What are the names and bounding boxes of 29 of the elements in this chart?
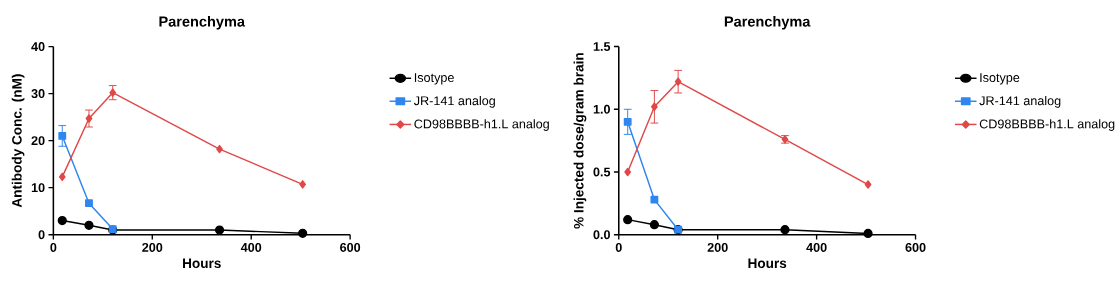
legend-label: JR-141 analog (413, 96, 495, 108)
y-axis-title: % Injected dose/gram brain (573, 53, 587, 229)
y-tick-label: 1.0 (593, 104, 610, 114)
x-tick-label: 200 (142, 243, 163, 252)
legend-label: CD98BBBB-h1.L analog (979, 119, 1115, 131)
y-axis-title: Antibody Conc. (nM) (11, 74, 25, 208)
y-tick-label: 20 (31, 136, 45, 146)
chart-title: Parenchyma (724, 16, 811, 30)
y-tick-label: 0.5 (593, 167, 611, 177)
y-tick-label: 10 (31, 183, 45, 193)
x-tick-label: 400 (240, 243, 262, 252)
y-tick-label: 30 (31, 89, 45, 99)
y-tick-label: 0 (38, 230, 45, 240)
x-tick-label: 600 (340, 243, 361, 252)
x-tick-label: 0 (615, 243, 622, 252)
x-tick-label: 0 (50, 243, 57, 252)
y-tick-label: 0.0 (593, 230, 610, 240)
legend-label: CD98BBBB-h1.L analog (414, 119, 549, 131)
legend-label: JR-141 analog (979, 96, 1061, 108)
x-tick-label: 400 (806, 243, 827, 252)
y-tick-label: 40 (31, 42, 45, 52)
x-tick-label: 600 (905, 243, 926, 252)
chart-title: Parenchyma (159, 16, 246, 30)
x-tick-label: 200 (707, 243, 728, 252)
x-axis-title: Hours (183, 258, 221, 269)
legend-label: Isotype (980, 73, 1020, 85)
y-tick-label: 1.5 (593, 42, 611, 52)
x-axis-title: Hours (748, 258, 787, 269)
legend-label: Isotype (414, 73, 454, 85)
